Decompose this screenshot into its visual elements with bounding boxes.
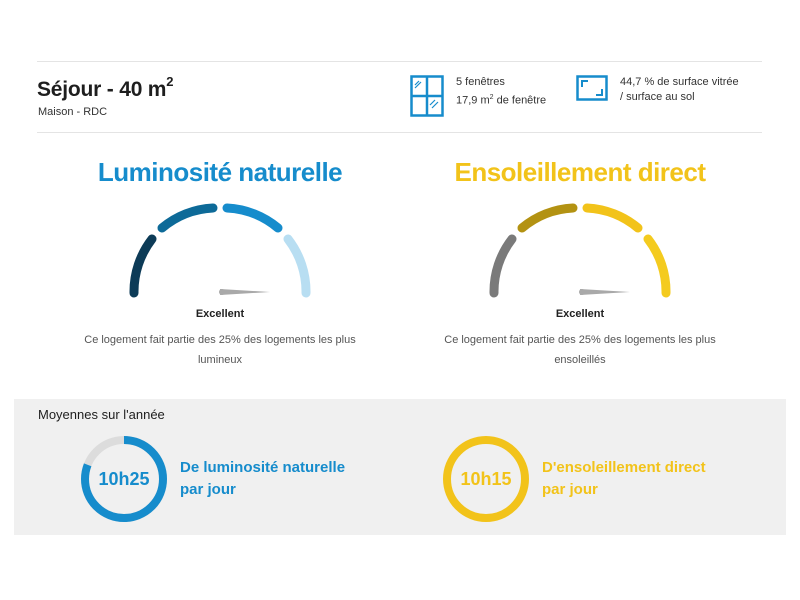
surface-corner-icon — [576, 75, 608, 101]
surface-ratio: 44,7 % de surface vitrée — [620, 76, 739, 88]
windows-area-suffix: de fenêtre — [493, 94, 547, 107]
windows-area-sup: 2 — [489, 94, 494, 101]
room-title-superscript: 2 — [166, 74, 174, 89]
sunshine-title: Ensoleillement direct — [454, 157, 706, 187]
luminosity-average-value: 10h25 — [98, 469, 150, 489]
room-subtitle: Maison - RDC — [38, 106, 108, 118]
gauge-segment-3 — [582, 203, 643, 233]
gauge-segment-4 — [283, 234, 311, 298]
windows-area: 17,9 m2 de fenêtre — [456, 90, 546, 109]
gauge-segment-1 — [129, 234, 157, 298]
surface-stat: 44,7 % de surface vitrée / surface au so… — [576, 75, 739, 105]
windows-count: 5 fenêtres — [456, 76, 505, 88]
window-icon — [410, 75, 444, 117]
sunshine-average-line1: D'ensoleillement direct — [542, 459, 706, 476]
ring-progress — [81, 436, 167, 522]
sunshine-description: Ce logement fait partie des 25% des loge… — [444, 334, 716, 366]
luminosity-title: Luminosité naturelle — [97, 157, 343, 187]
sunshine-ring-chart — [443, 436, 529, 522]
sunshine-average-label: D'ensoleillement direct par jour — [542, 457, 706, 501]
luminosity-average-line1: De luminosité naturelle — [180, 459, 346, 476]
sunshine-average-line2: par jour — [542, 481, 598, 498]
sunshine-rating: Excellent — [555, 308, 605, 320]
room-title: Séjour - 40 m2 — [37, 74, 174, 102]
ring-track — [443, 436, 529, 522]
surface-stat-text: 44,7 % de surface vitrée / surface au so… — [620, 75, 739, 105]
surface-ratio-suffix: / surface au sol — [620, 91, 695, 103]
gauge-needle — [220, 289, 270, 295]
gauge-needle — [580, 289, 630, 295]
gauge-segment-2 — [157, 203, 218, 233]
luminosity-gauge — [129, 203, 311, 298]
windows-stat-text: 5 fenêtres 17,9 m2 de fenêtre — [456, 75, 546, 109]
sunshine-gauge-card: Ensoleillement direct Excellent Ce logem… — [420, 152, 740, 370]
luminosity-average-label: De luminosité naturelle par jour — [180, 457, 345, 501]
yearly-averages-panel: Moyennes sur l'année 10h25 De luminosité… — [14, 399, 786, 535]
luminosity-average-ring: 10h25 — [78, 433, 170, 530]
luminosity-gauge-card: Luminosité naturelle Excellent Ce logeme… — [60, 152, 380, 370]
top-divider — [37, 61, 762, 62]
luminosity-rating: Excellent — [195, 308, 245, 320]
sunshine-average-value: 10h15 — [460, 469, 512, 489]
yearly-averages-title: Moyennes sur l'année — [38, 407, 165, 422]
luminosity-description: Ce logement fait partie des 25% des loge… — [84, 334, 356, 366]
header-divider — [37, 132, 762, 133]
room-title-text: Séjour - 40 m — [37, 78, 167, 101]
gauge-segment-3 — [222, 203, 283, 233]
windows-stat: 5 fenêtres 17,9 m2 de fenêtre — [410, 75, 546, 117]
luminosity-average-line2: par jour — [180, 481, 236, 498]
windows-area-prefix: 17,9 m — [456, 94, 490, 107]
gauge-segment-4 — [643, 234, 671, 298]
luminosity-ring-chart — [81, 436, 167, 522]
sunshine-average-ring: 10h15 — [440, 433, 532, 530]
gauge-segment-1 — [489, 234, 517, 298]
sunshine-gauge — [489, 203, 671, 298]
gauge-segment-2 — [517, 203, 578, 233]
